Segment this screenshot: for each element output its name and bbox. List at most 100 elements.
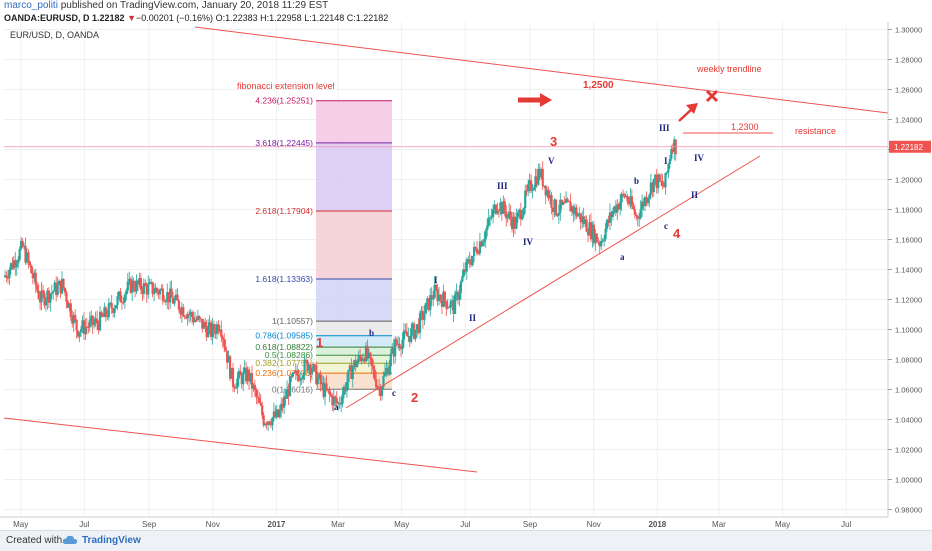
candle-body	[44, 300, 48, 306]
candle-body	[208, 322, 211, 326]
candle-body	[144, 283, 147, 286]
candle-body	[160, 288, 163, 290]
candle-body	[265, 423, 268, 425]
candle-body	[307, 364, 311, 371]
candle-body	[528, 180, 531, 185]
candle-body	[223, 339, 226, 347]
candle-body	[380, 387, 384, 396]
candle-body	[337, 402, 340, 404]
candle-body	[209, 322, 213, 337]
candle-body	[259, 402, 262, 406]
candle-body	[93, 322, 96, 326]
candle-body	[567, 201, 571, 203]
price-axis[interactable]: 1.300001.280001.260001.240001.220001.200…	[887, 22, 932, 530]
candle-body	[90, 315, 93, 320]
candle-body	[318, 374, 321, 378]
candle-body	[312, 364, 315, 371]
candle-body	[5, 275, 8, 278]
candle-body	[429, 295, 432, 311]
candle-body	[166, 291, 169, 302]
candle-body	[481, 241, 484, 247]
candle-body	[288, 376, 292, 397]
candle-body	[155, 288, 159, 292]
level-1-25-label: 1,2500	[583, 80, 614, 91]
candle-body	[179, 309, 182, 315]
candle-body	[151, 282, 154, 295]
candle-body	[74, 314, 77, 320]
candle-body	[356, 361, 359, 368]
candle-body	[366, 345, 369, 359]
trendlines	[3, 26, 889, 473]
fib-zone	[316, 355, 392, 364]
time-tick-label: 2018	[648, 520, 666, 529]
candle-body	[246, 369, 249, 382]
candle-body	[234, 387, 238, 389]
resistance-label: resistance	[795, 126, 836, 136]
candle-body	[91, 315, 94, 326]
candle-body	[461, 276, 464, 282]
candle-body	[237, 370, 240, 379]
wave-a-label-1: a	[334, 402, 339, 412]
candle-body	[486, 225, 489, 231]
candle-body	[78, 332, 81, 337]
target-cross-icon	[705, 89, 719, 103]
candle-body	[500, 202, 503, 214]
time-tick-label: Nov	[206, 520, 220, 529]
candle-body	[284, 396, 287, 399]
tradingview-logo-text[interactable]: TradingView	[82, 535, 141, 546]
candle-body	[396, 343, 400, 345]
candle-body	[522, 208, 525, 216]
fib-zone	[316, 210, 392, 280]
candle-body	[87, 326, 90, 328]
candle-body	[275, 409, 278, 418]
candle-body	[484, 230, 487, 240]
candle-body	[586, 231, 590, 236]
candle-body	[638, 218, 641, 220]
candle-body	[617, 204, 620, 210]
candle-body	[247, 369, 251, 382]
candle-body	[671, 149, 674, 152]
candle-body	[579, 213, 582, 223]
candle-body	[398, 343, 401, 348]
wave-IV-label-1: IV	[523, 237, 534, 247]
wave-a-label-2: a	[620, 252, 625, 262]
candle-body	[502, 201, 505, 214]
candle-body	[605, 219, 609, 229]
candle-body	[169, 288, 172, 303]
candle-body	[98, 311, 102, 331]
candle-body	[37, 290, 40, 299]
publisher-link[interactable]: marco_politi	[4, 0, 58, 11]
candle-body	[670, 149, 673, 159]
candle-body	[204, 321, 207, 328]
time-tick-label: Sep	[523, 520, 538, 529]
fib-level-label: 3.618(1.22445)	[255, 138, 313, 148]
candle-body	[433, 284, 436, 299]
candle-body	[643, 197, 647, 207]
candle-body	[414, 329, 417, 339]
candle-body	[421, 311, 425, 320]
candle-body	[52, 291, 55, 293]
candle-body	[230, 368, 233, 379]
candle-body	[385, 367, 388, 372]
candle-body	[551, 207, 555, 213]
time-axis[interactable]: May Jul Sep Nov 2017 Mar May Jul Sep Nov 2018 Mar Ma…	[0, 516, 888, 530]
time-tick-label: Nov	[587, 520, 601, 529]
candle-body	[353, 360, 356, 368]
wave-2-label: 2	[411, 390, 418, 405]
candle-body	[497, 210, 501, 212]
candle-body	[658, 174, 661, 181]
wave-I-label-1: I	[434, 275, 438, 285]
candle-body	[553, 199, 556, 213]
candle-body	[240, 375, 243, 385]
fib-level-label: 0(1.06016)	[272, 384, 313, 394]
candle-body	[499, 202, 502, 211]
candle-body	[582, 216, 585, 224]
candle-body	[77, 330, 80, 337]
candle-body	[164, 301, 167, 303]
candle-body	[274, 411, 277, 418]
candle-body	[462, 269, 465, 277]
candle-body	[383, 371, 387, 376]
candle-body	[629, 196, 632, 205]
candle-body	[477, 253, 480, 255]
